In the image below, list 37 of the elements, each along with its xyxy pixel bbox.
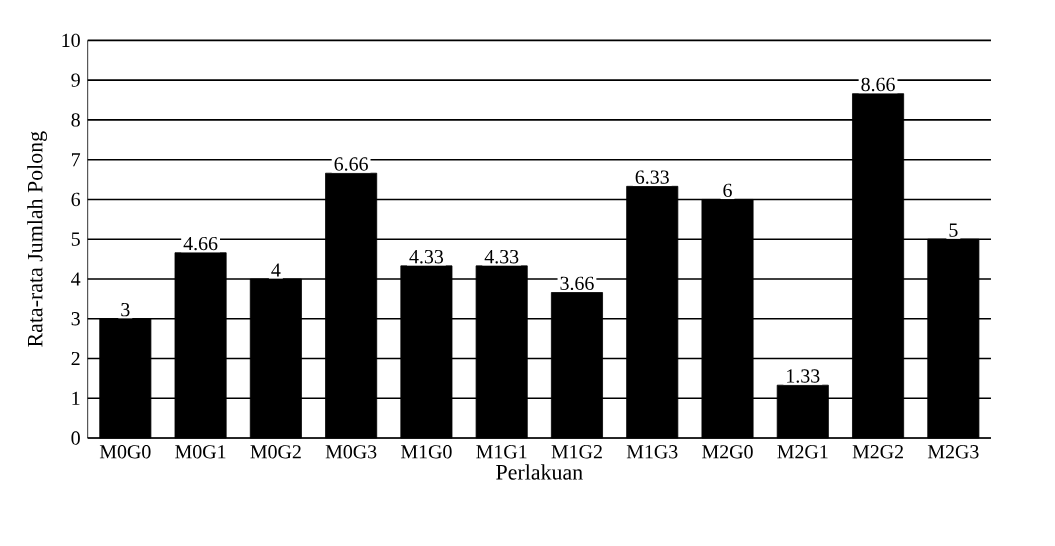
x-tick-label: M0G2 [250, 444, 301, 459]
data-label: 3.66 [560, 276, 594, 290]
x-tick-label: M0G3 [325, 444, 377, 459]
x-tick-label: M1G2 [551, 444, 602, 459]
data-label: 4.33 [409, 249, 444, 264]
y-tick-label: 0 [71, 431, 80, 445]
y-tick-label: 8 [71, 113, 80, 127]
x-tick-label: M1G1 [476, 444, 527, 459]
y-tick-label: 1 [72, 391, 80, 405]
x-tick-label: M2G1 [777, 444, 828, 459]
x-tick-label: M2G0 [702, 444, 753, 459]
y-tick-label: 3 [71, 311, 80, 326]
y-tick-label: 6 [71, 192, 81, 206]
data-label: 6 [723, 183, 732, 197]
data-label: 8.66 [861, 77, 895, 92]
y-tick-label: 4 [71, 272, 81, 286]
y-tick-label: 5 [71, 232, 80, 246]
y-tick-label: 9 [71, 73, 80, 87]
y-axis-title: Rata-rata Jumlah Polong [27, 131, 48, 347]
data-label: 4.66 [183, 236, 218, 251]
y-tick-label: 10 [62, 33, 80, 47]
y-tick-label: 7 [72, 152, 81, 167]
data-label: 6.33 [635, 170, 669, 184]
y-tick-label: 2 [71, 351, 80, 365]
x-tick-label: M0G1 [175, 444, 226, 459]
data-label: 5 [949, 223, 958, 237]
x-tick-label: M2G3 [927, 444, 979, 459]
data-label: 4 [271, 263, 281, 277]
data-label: 1.33 [787, 369, 820, 383]
x-tick-label: M2G2 [852, 444, 903, 459]
x-tick-label: M1G3 [626, 444, 678, 459]
x-axis-title: Perlakuan [496, 464, 583, 480]
data-label: 4.33 [484, 249, 519, 264]
x-tick-label: M0G0 [99, 444, 151, 459]
data-label: 3 [121, 302, 130, 317]
data-label: 6.66 [334, 157, 368, 171]
x-tick-label: M1G0 [400, 444, 452, 459]
